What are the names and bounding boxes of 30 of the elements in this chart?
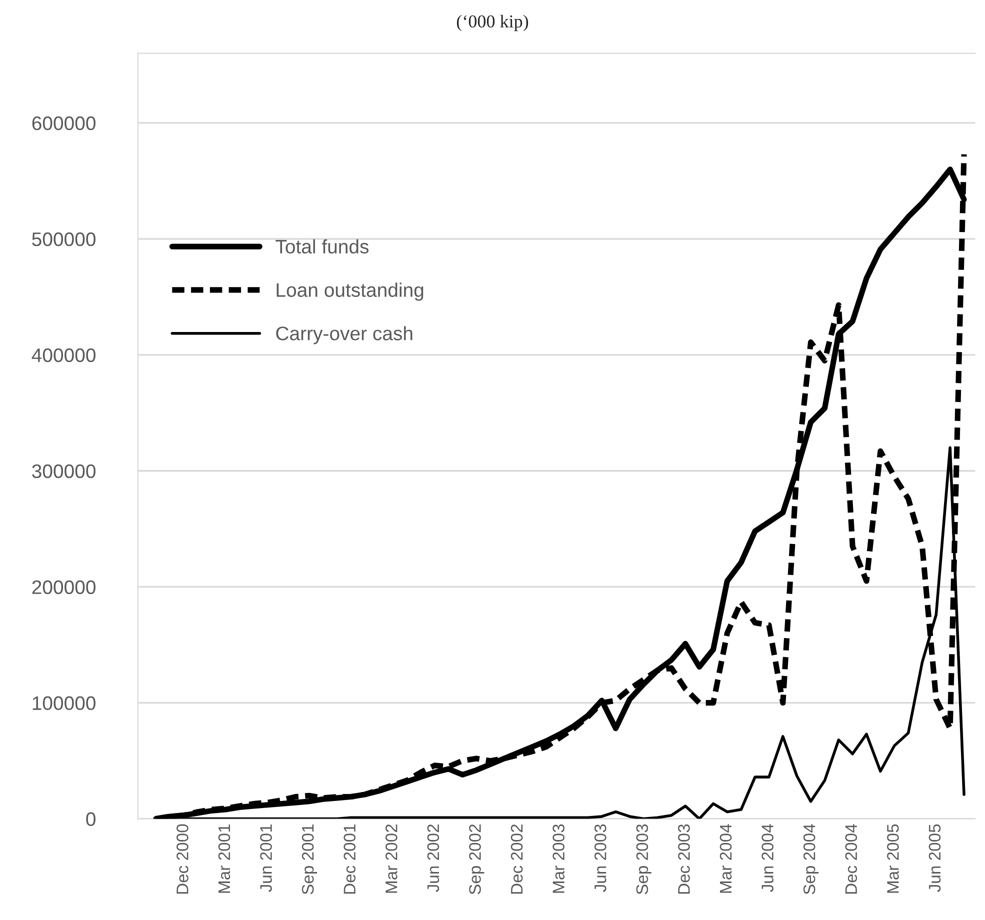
y-tick-label: 500000: [32, 232, 96, 246]
y-tick-label: 600000: [32, 116, 96, 130]
x-tick-label: Dec 2000: [176, 824, 188, 894]
x-tick-label: Sep 2001: [302, 824, 318, 894]
x-tick-label: Jun 2004: [762, 824, 774, 892]
x-tick-label: Mar 2002: [386, 824, 398, 893]
x-tick-label: Mar 2005: [887, 824, 899, 893]
chart-title: (‘000 kip): [456, 14, 528, 32]
x-tick-label: Dec 2004: [845, 824, 858, 894]
x-tick-label: Sep 2003: [636, 824, 652, 894]
x-tick-label: Dec 2001: [344, 824, 356, 894]
x-tick-label: Sep 2004: [803, 824, 819, 894]
x-tick-label: Mar 2003: [552, 824, 564, 893]
legend-label: Carry-over cash: [276, 326, 412, 344]
x-tick-label: Jun 2002: [427, 824, 440, 892]
x-tick-label: Jun 2005: [928, 824, 941, 892]
legend-label: Total funds: [276, 239, 369, 254]
x-tick-label: Dec 2002: [510, 824, 523, 894]
x-tick-label: Jun 2003: [594, 824, 606, 892]
x-tick-label: Sep 2002: [469, 824, 484, 894]
y-tick-label: 400000: [32, 348, 96, 362]
y-tick-label: 100000: [32, 696, 96, 710]
x-tick-label: Dec 2003: [678, 824, 690, 894]
x-tick-label: Jun 2001: [260, 824, 272, 892]
y-tick-label: 0: [86, 812, 96, 826]
y-tick-label: 200000: [32, 580, 96, 594]
x-tick-label: Mar 2001: [218, 824, 230, 893]
y-tick-label: 300000: [32, 464, 96, 478]
x-tick-label: Mar 2004: [720, 824, 732, 893]
legend-label: Loan outstanding: [276, 282, 424, 301]
